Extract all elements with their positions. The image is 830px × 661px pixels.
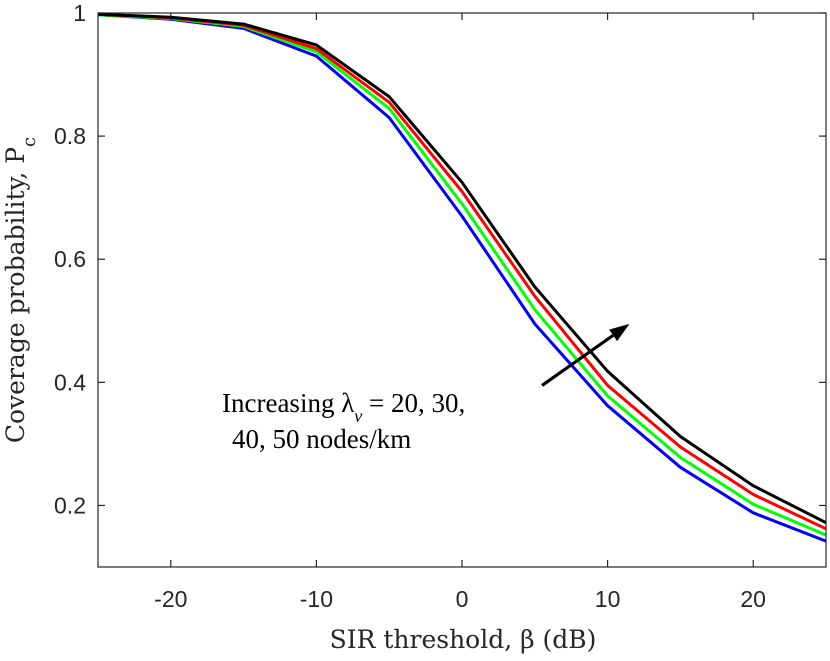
y-tick-label: 0.8 — [54, 123, 86, 149]
annotation-line-1: Increasing λv = 20, 30, — [222, 388, 465, 426]
x-axis-label: SIR threshold, β (dB) — [330, 625, 597, 654]
x-tick-label: -10 — [300, 586, 333, 612]
annotation-arrowhead — [609, 323, 630, 342]
series-line-2 — [97, 13, 827, 537]
annotation-line-2: 40, 50 nodes/km — [232, 424, 411, 454]
y-tick-label: 0.4 — [54, 369, 86, 395]
x-tick-label: 20 — [740, 586, 766, 612]
y-tick-label: 1 — [73, 0, 86, 26]
y-tick-label: 0.2 — [54, 492, 86, 518]
x-tick-label: -20 — [154, 586, 187, 612]
x-tick-label: 10 — [595, 586, 621, 612]
y-axis-label: Coverage probability, Pc — [1, 137, 40, 443]
plot-frame — [97, 12, 827, 568]
plot-lines — [97, 12, 827, 543]
x-axis-ticks: -20 -10 0 10 20 — [154, 13, 766, 612]
y-tick-label: 0.6 — [54, 246, 86, 272]
y-axis-ticks: 0.2 0.4 0.6 0.8 1 — [54, 0, 826, 518]
series-line-4 — [97, 12, 827, 525]
x-tick-label: 0 — [456, 586, 469, 612]
series-line-3 — [97, 12, 827, 531]
annotation-arrow — [541, 334, 615, 387]
